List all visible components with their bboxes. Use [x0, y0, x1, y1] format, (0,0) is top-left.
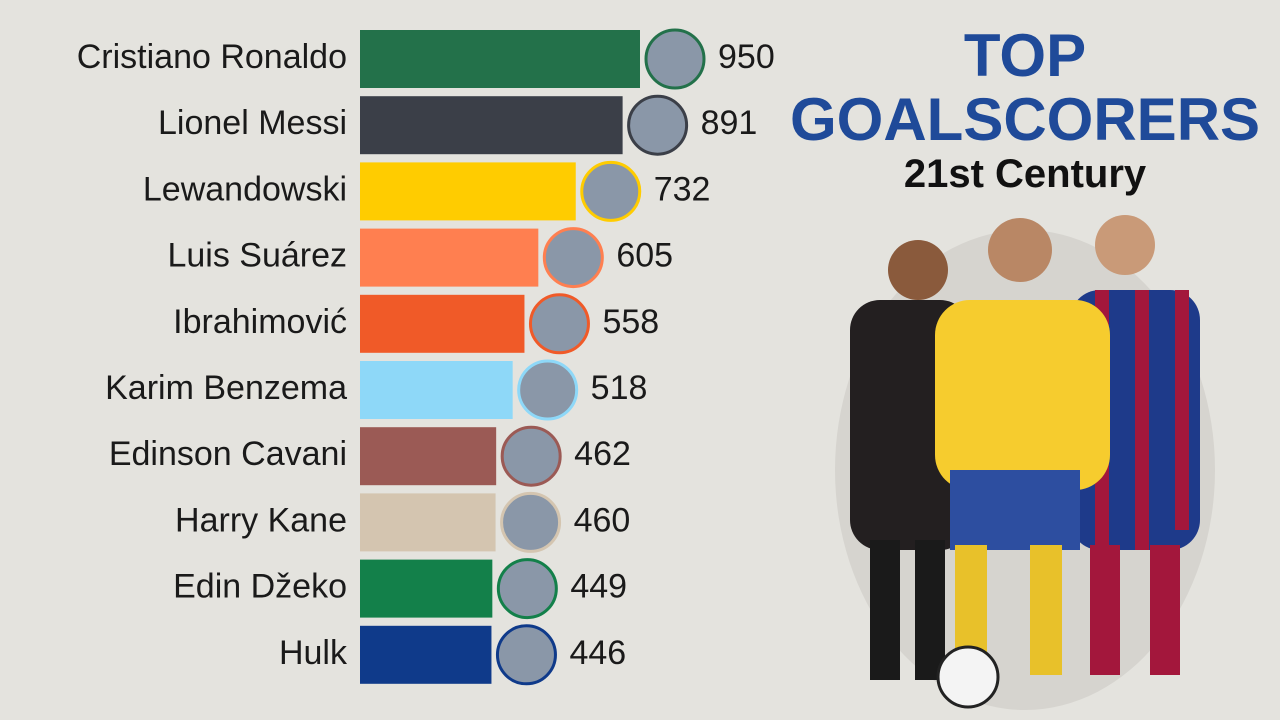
bar-label: Hulk: [279, 634, 348, 672]
value-label: 446: [569, 634, 626, 672]
bar-label: Lewandowski: [143, 170, 347, 208]
bar: [360, 228, 539, 287]
player-avatar: [580, 160, 642, 222]
player-avatar: [644, 28, 706, 90]
bar: [360, 427, 497, 486]
bar: [360, 162, 576, 221]
value-label: 732: [654, 170, 711, 208]
bar: [360, 294, 525, 353]
bar: [360, 559, 493, 618]
value-label: 605: [616, 237, 673, 275]
bar-label: Lionel Messi: [158, 104, 347, 142]
player-avatar: [542, 227, 604, 289]
value-label: 891: [701, 104, 758, 142]
player-avatar: [528, 293, 590, 355]
bar-label: Harry Kane: [175, 501, 347, 539]
player-avatar: [627, 94, 689, 156]
bar-label: Edin Džeko: [173, 568, 347, 606]
value-label: 460: [574, 501, 631, 539]
bar: [360, 493, 496, 552]
players-illustration: [835, 215, 1215, 710]
value-label: 462: [574, 435, 631, 473]
player-avatar: [517, 359, 579, 421]
chart-title: TOP GOALSCORERS: [790, 22, 1261, 153]
bar: [360, 30, 640, 88]
player-avatar: [500, 425, 562, 487]
value-label: 558: [602, 303, 659, 341]
value-label: 518: [591, 369, 648, 407]
bar-label: Ibrahimović: [173, 303, 347, 341]
bar-label: Edinson Cavani: [109, 435, 347, 473]
value-label: 449: [570, 568, 627, 606]
bar: [360, 361, 513, 419]
player-avatar: [495, 624, 557, 686]
chart-subtitle: 21st Century: [903, 152, 1147, 196]
bar-label: Luis Suárez: [167, 237, 347, 275]
bar-label: Karim Benzema: [105, 369, 347, 407]
bar: [360, 625, 492, 684]
player-avatar: [500, 491, 562, 553]
bar: [360, 96, 623, 155]
player-avatar: [496, 558, 558, 620]
value-label: 950: [718, 38, 775, 76]
bar-label: Cristiano Ronaldo: [77, 38, 347, 76]
